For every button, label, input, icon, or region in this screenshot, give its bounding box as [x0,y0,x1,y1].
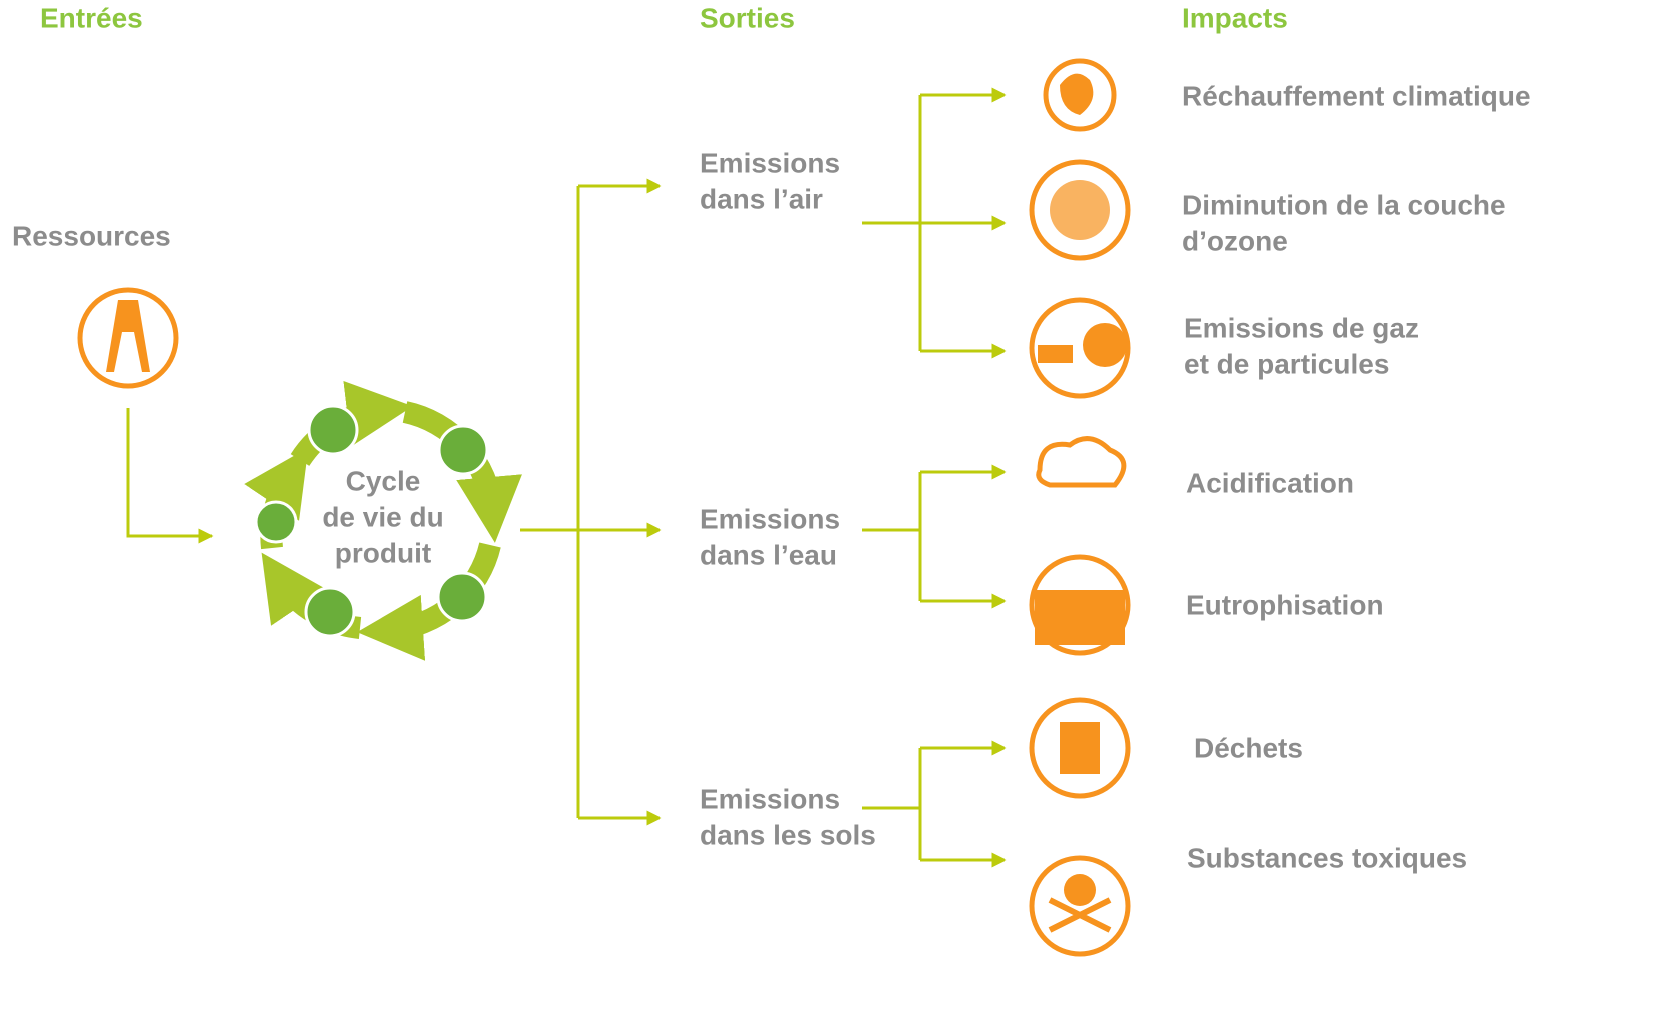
output-label: Emissions [700,503,840,534]
output-label: Emissions [700,783,840,814]
impact-label: d’ozone [1182,225,1288,256]
cycle-label: produit [335,537,431,568]
impact-label: et de particules [1184,348,1389,379]
impact-label: Substances toxiques [1187,842,1467,873]
cycle-label: de vie du [322,501,443,532]
column-title: Impacts [1182,2,1288,33]
resource-label: Ressources [12,220,171,251]
resource-icon [80,290,176,386]
output-label: dans l’air [700,183,823,214]
flow-lines [128,95,1005,860]
impact-label: Eutrophisation [1186,589,1384,620]
column-title: Entrées [40,2,143,33]
output-label: dans l’eau [700,539,837,570]
impact-icons [1032,61,1128,954]
output-label: dans les sols [700,819,876,850]
diagram: Entrées Sorties Impacts Ressources Cycle… [0,0,1657,1017]
labels: Entrées Sorties Impacts Ressources Cycle… [12,2,1531,873]
impact-label: Emissions de gaz [1184,312,1419,343]
output-label: Emissions [700,147,840,178]
impact-label: Diminution de la couche [1182,189,1506,220]
impact-label: Déchets [1194,732,1303,763]
column-title: Sorties [700,2,795,33]
impact-label: Réchauffement climatique [1182,80,1531,111]
impact-label: Acidification [1186,467,1354,498]
cycle-label: Cycle [346,465,421,496]
